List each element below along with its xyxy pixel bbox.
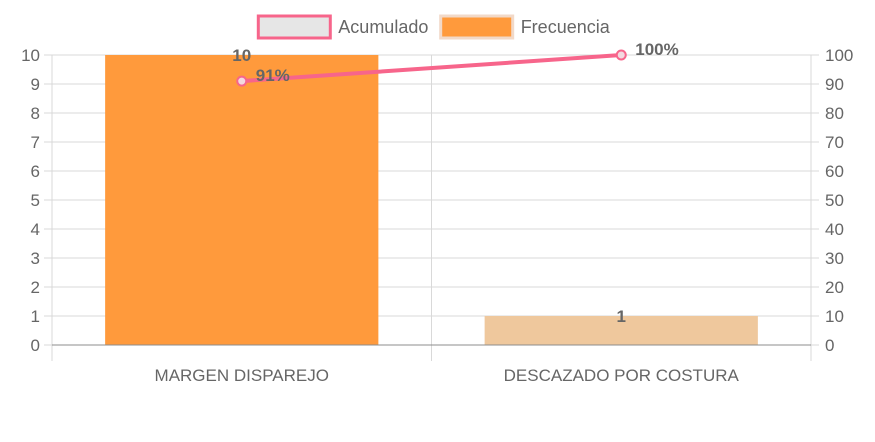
bar-data-label: 10: [232, 46, 251, 65]
series-line-acumulado: [241, 53, 622, 84]
y-right-tick-label: 30: [825, 249, 844, 268]
y-right-tick-label: 50: [825, 191, 844, 210]
y-left-tick-label: 7: [31, 133, 40, 152]
legend-swatch: [256, 14, 332, 40]
y-right-tick-label: 90: [825, 75, 844, 94]
line-point-acumulado: [236, 75, 248, 87]
x-category-label: MARGEN DISPAREJO: [155, 366, 329, 385]
legend-swatch: [439, 14, 515, 40]
bar-frecuencia: [484, 316, 758, 345]
y-left-tick-label: 0: [31, 336, 40, 355]
y-left-tick-label: 10: [21, 46, 40, 65]
y-left-tick-label: 8: [31, 104, 40, 123]
axis-layer: 0 0 1 10 2 20 3 30 4 40 5 50 6 60 7 70 8 80 9 90 10 100 MARGEN…: [21, 46, 853, 385]
y-right-tick-label: 40: [825, 220, 844, 239]
label-layer: 10 1 91% 100%: [232, 40, 678, 326]
y-right-tick-label: 60: [825, 162, 844, 181]
bar-layer: [105, 55, 758, 345]
line-layer: [236, 49, 627, 87]
legend-label: Frecuencia: [521, 17, 611, 37]
y-left-tick-label: 4: [31, 220, 40, 239]
y-left-tick-label: 2: [31, 278, 40, 297]
bar-frecuencia: [105, 55, 379, 345]
x-category-label: DESCAZADO POR COSTURA: [504, 366, 740, 385]
line-point-acumulado: [615, 49, 627, 61]
y-right-tick-label: 10: [825, 307, 844, 326]
y-left-tick-label: 9: [31, 75, 40, 94]
y-right-tick-label: 0: [825, 336, 834, 355]
y-left-tick-label: 6: [31, 162, 40, 181]
y-left-tick-label: 5: [31, 191, 40, 210]
legend-item: Frecuencia: [439, 14, 611, 40]
y-right-tick-label: 100: [825, 46, 853, 65]
y-right-tick-label: 80: [825, 104, 844, 123]
bar-data-label: 1: [617, 307, 626, 326]
legend-label: Acumulado: [338, 17, 428, 37]
line-data-label: 91%: [256, 66, 290, 85]
legend-item: Acumulado: [256, 14, 428, 40]
line-data-label: 100%: [635, 40, 678, 59]
y-right-tick-label: 20: [825, 278, 844, 297]
y-right-tick-label: 70: [825, 133, 844, 152]
y-left-tick-label: 3: [31, 249, 40, 268]
y-left-tick-label: 1: [31, 307, 40, 326]
legend: Acumulado Frecuencia: [256, 14, 611, 40]
